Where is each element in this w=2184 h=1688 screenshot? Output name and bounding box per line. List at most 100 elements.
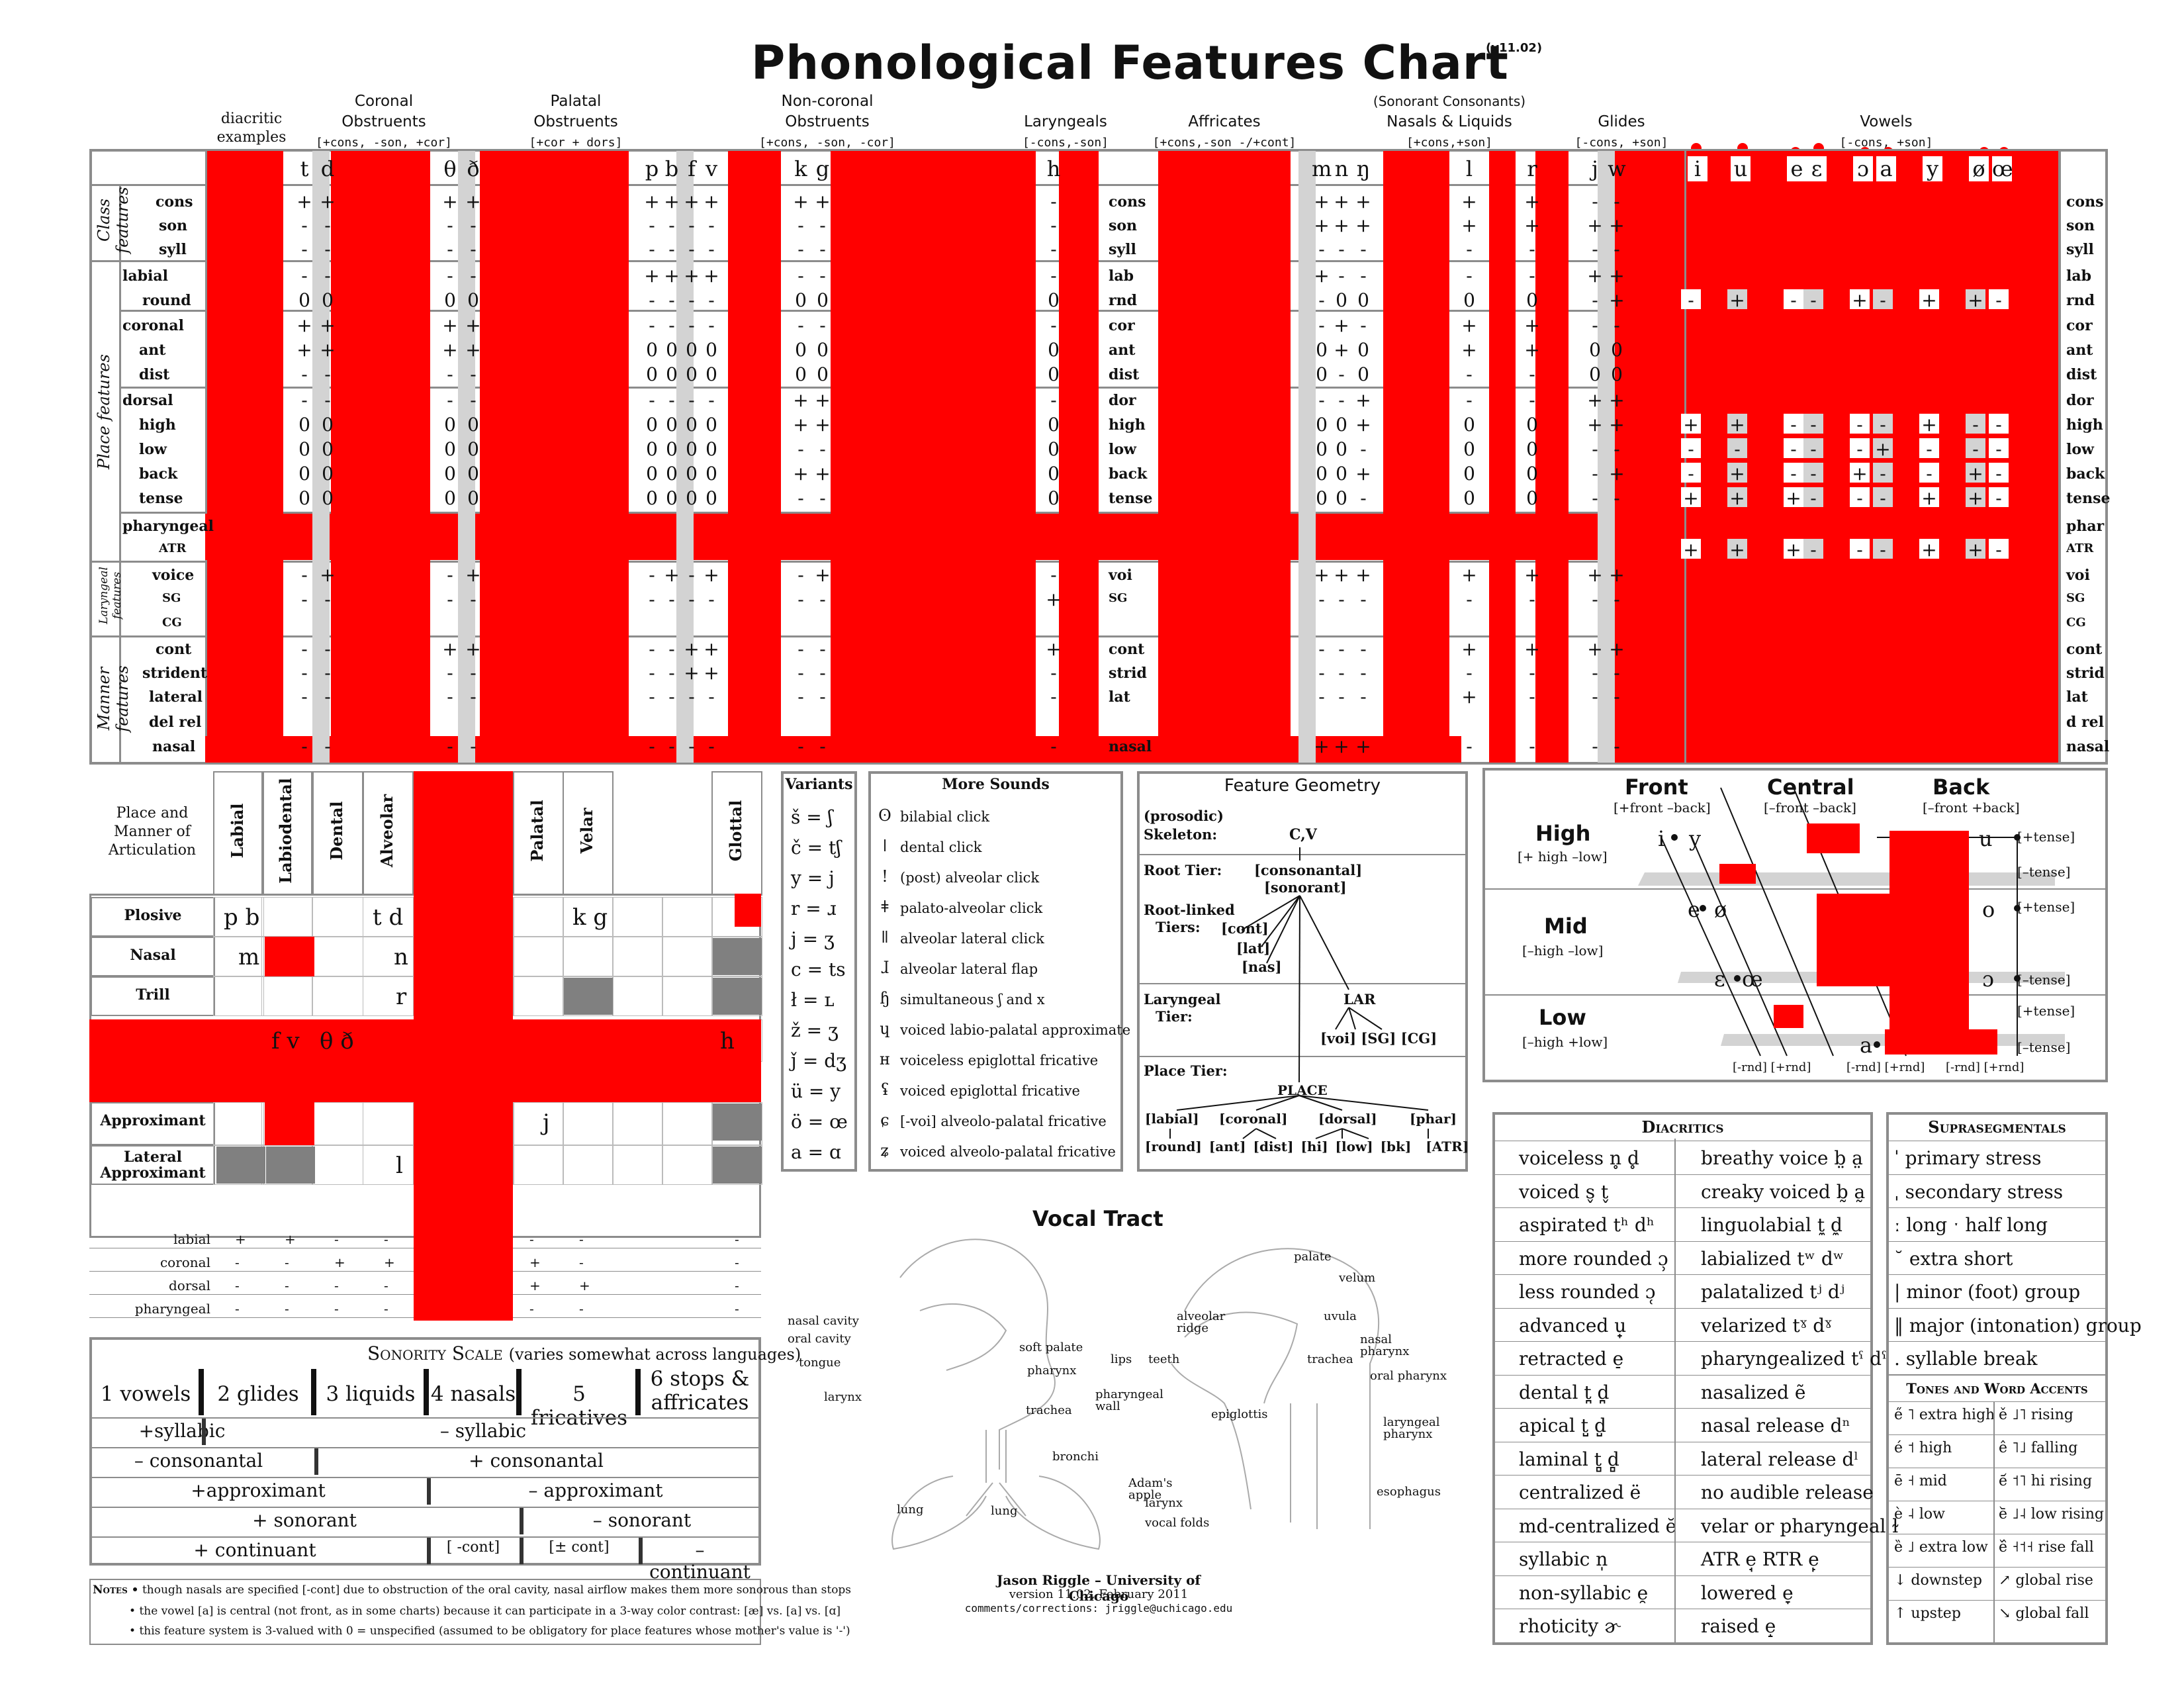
ipa-feature-value: + (529, 1254, 541, 1270)
ipa-row-header: Approximant (100, 1112, 206, 1129)
feature-value: - (819, 265, 826, 287)
feature-value: - (649, 735, 655, 757)
feature-value: - (819, 487, 826, 509)
ipa-feature-value: - (384, 1278, 388, 1293)
feature-value: 0 (666, 414, 678, 436)
gray-cell (216, 1147, 265, 1184)
place-sub-feats: [round] [ant] [dist] [hi] [low] [bk] [AT… (1145, 1139, 1469, 1154)
feature-value: + (1355, 463, 1371, 485)
feature-value: - (1614, 487, 1620, 509)
diacritic-item: voiceless n̥ d̥ (1519, 1147, 1639, 1169)
feature-value: + (1461, 339, 1477, 361)
ipa-cell-symbols: m (238, 944, 260, 970)
ipa-feature-value: - (579, 1254, 584, 1270)
vowel-feature-value: - (1681, 289, 1701, 311)
vowel-feature-value: + (1919, 414, 1939, 436)
feature-value: 0 (1336, 289, 1347, 311)
feature-label: high (139, 416, 176, 434)
ipa-row-header: Nasal (130, 947, 176, 964)
feature-value: - (1529, 238, 1535, 260)
feature-value: 0 (1589, 339, 1601, 361)
feature-value: - (819, 735, 826, 757)
feature-value: 0 (444, 487, 456, 509)
feature-value: - (1318, 289, 1325, 311)
diacritic-item: nasal release dⁿ (1701, 1415, 1850, 1436)
feature-value: + (1524, 314, 1540, 336)
feature-label: coronal (122, 317, 184, 334)
diacritic-item: laminal t̻ d̻ (1519, 1448, 1619, 1470)
feature-value: - (1338, 588, 1345, 610)
skeleton-label: Skeleton: (1144, 826, 1218, 843)
red-block (1807, 823, 1860, 853)
diacritic-item: advanced u̟ (1519, 1314, 1627, 1336)
feature-value: + (442, 191, 458, 212)
rnd-label: [-rnd] [+rnd] (1846, 1060, 1925, 1074)
feature-value: - (1318, 662, 1325, 684)
feature-value: + (1524, 214, 1540, 236)
vocal-tract-label: Adam's apple (1128, 1476, 1173, 1502)
feature-value: + (815, 414, 831, 436)
feature-value: + (1609, 265, 1625, 287)
vowel-feature-value: + (1681, 487, 1701, 509)
feature-value: + (1046, 588, 1062, 610)
feature-value: - (1529, 389, 1535, 411)
feature-value: 0 (817, 339, 829, 361)
feature-value: - (1360, 686, 1367, 708)
diacritic-item: aspirated tʰ dʰ (1519, 1214, 1655, 1236)
ipa-cell-symbols: f v (271, 1028, 300, 1055)
feature-label: del rel (149, 714, 202, 731)
feature-value: - (1338, 389, 1345, 411)
feature-value: - (708, 289, 715, 311)
segment-symbol: j (1592, 156, 1598, 181)
sonority-divider (635, 1369, 641, 1415)
place-feat: [phar] (1410, 1111, 1457, 1127)
feature-value: - (1466, 363, 1473, 385)
feature-value: - (1050, 662, 1057, 684)
feature-value: - (1592, 588, 1598, 610)
feature-value: + (684, 662, 700, 684)
feature-value: - (1338, 638, 1345, 660)
feature-value: 0 (705, 487, 717, 509)
red-block (1383, 151, 1449, 763)
feature-label: labial (122, 267, 168, 285)
feature-value: - (1592, 238, 1598, 260)
ipa-cell-symbols: t d (373, 904, 404, 931)
place-section-line (89, 561, 2108, 563)
red-block (283, 514, 1461, 560)
red-block (1885, 1029, 1997, 1055)
tone-row-line (1888, 1434, 2106, 1435)
vowel-feature-value: - (1850, 438, 1870, 460)
vocal-tract-label: lung (897, 1503, 924, 1517)
vowel-feature-value: - (1681, 438, 1701, 460)
feature-value: 0 (1463, 463, 1475, 485)
feature-value: 0 (795, 339, 807, 361)
vowel-feature-value: - (1803, 289, 1823, 311)
diacritic-item: dental t̪ d̪ (1519, 1381, 1610, 1403)
sonority-row-line (91, 1536, 760, 1538)
feature-value: - (301, 735, 308, 757)
vowel-feature-value: - (1803, 438, 1823, 460)
feature-value: + (664, 191, 680, 212)
feature-value: - (1529, 363, 1535, 385)
more-sound-symbol: ǀ (882, 837, 887, 855)
central-label: Central (1767, 774, 1854, 800)
feature-value: - (301, 238, 308, 260)
feature-value: - (819, 238, 826, 260)
vocal-tract-label: trachea (1307, 1352, 1353, 1366)
feature-value: - (649, 289, 655, 311)
feature-value: - (1360, 265, 1367, 287)
feature-value: - (1318, 238, 1325, 260)
right-feature-label: son (2066, 217, 2095, 234)
vowel-feature-value: + (1681, 539, 1701, 561)
more-sound-symbol: ʜ (880, 1050, 890, 1068)
feature-value: - (649, 588, 655, 610)
ipa-cell (312, 897, 363, 937)
vocal-tract-label: pharynx (1027, 1364, 1077, 1378)
more-sound-desc: simultaneous ʃ and x (900, 992, 1045, 1008)
sonority-class: 6 stops & affricates (650, 1367, 750, 1415)
sonority-title: Sonority Scale (varies somewhat across l… (367, 1342, 801, 1364)
ipa-cell (312, 937, 363, 976)
laryngeals-header: Laryngeals [-cons,-son] (1022, 113, 1109, 150)
tones-title: Tones and Word Accents (1906, 1380, 2088, 1397)
right-feature-label: phar (2066, 518, 2105, 535)
